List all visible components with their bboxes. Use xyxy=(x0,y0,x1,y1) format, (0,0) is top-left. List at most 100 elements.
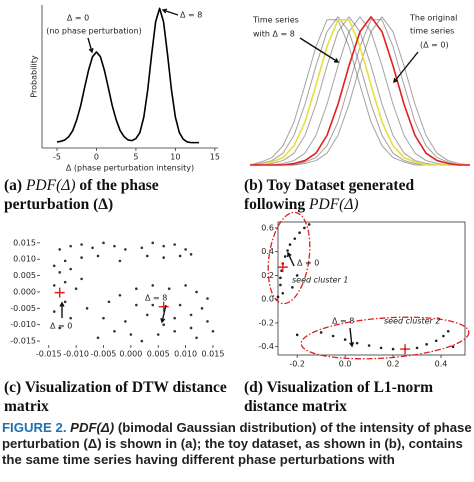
point xyxy=(331,334,335,338)
annotation-arrow xyxy=(87,37,94,54)
x-tick-label: 0.4 xyxy=(435,360,448,369)
point xyxy=(156,333,160,336)
point xyxy=(151,241,155,245)
figure-caption: FIGURE 2. PDF(Δ) (bimodal Gaussian distr… xyxy=(2,420,472,468)
y-tick-label: 0.015 xyxy=(13,238,36,247)
point xyxy=(173,316,176,320)
point xyxy=(129,333,133,336)
y-tick-label: -0.010 xyxy=(10,320,36,329)
point xyxy=(91,246,94,250)
point xyxy=(379,346,383,350)
point xyxy=(283,255,287,258)
caption-math: PDF(Δ) xyxy=(25,177,76,194)
y-tick-label: 0.000 xyxy=(13,287,36,296)
point xyxy=(145,313,149,317)
y-tick-label: 0.010 xyxy=(13,255,36,264)
point xyxy=(162,256,165,259)
point xyxy=(391,347,395,351)
point xyxy=(140,246,144,250)
point xyxy=(295,274,299,277)
point xyxy=(52,284,56,287)
point xyxy=(69,267,72,271)
annotation: Δ = 8 xyxy=(180,11,202,20)
point xyxy=(298,231,301,234)
x-tick-label: -5 xyxy=(53,153,61,162)
annotation-arrow xyxy=(160,304,167,324)
point xyxy=(58,271,62,274)
point xyxy=(162,323,165,327)
point xyxy=(124,320,127,323)
point xyxy=(96,254,100,258)
caption-label: (b) xyxy=(244,177,263,194)
point xyxy=(102,316,105,320)
point xyxy=(80,256,83,259)
annotation: Δ = 8 xyxy=(145,294,167,303)
point xyxy=(118,293,122,297)
point xyxy=(63,300,67,304)
y-axis-label: Probability xyxy=(30,55,39,98)
point xyxy=(63,280,67,284)
caption-text: of the phase perturbation (Δ) xyxy=(4,177,159,213)
annotation: Δ = 0 xyxy=(67,14,89,23)
point xyxy=(140,339,144,343)
point xyxy=(307,223,311,226)
annotation: seed cluster 1 xyxy=(292,276,348,285)
y-tick-label: 0.005 xyxy=(13,271,36,280)
point xyxy=(178,303,182,307)
point xyxy=(80,243,83,246)
point xyxy=(288,243,292,246)
point xyxy=(195,336,198,340)
caption-math: PDF(Δ) xyxy=(309,196,359,213)
series-line xyxy=(250,16,470,166)
point xyxy=(286,249,289,252)
series-line xyxy=(250,19,470,166)
caption-label: (c) xyxy=(4,379,22,396)
caption-text: Visualization of DTW distance matrix xyxy=(4,379,227,415)
point xyxy=(281,291,285,295)
annotation-arrow xyxy=(287,251,295,267)
point xyxy=(446,329,450,333)
point xyxy=(279,276,282,280)
annotation-arrow xyxy=(59,301,65,318)
cluster-ellipse xyxy=(300,316,470,360)
caption-text: (bimodal Gaussian distribution) of the i… xyxy=(2,420,472,467)
point xyxy=(184,284,187,287)
series-line xyxy=(249,16,470,166)
annotation-arrow xyxy=(349,327,355,348)
series-line xyxy=(250,16,470,166)
caption-label: (d) xyxy=(244,379,263,396)
series-line xyxy=(250,16,471,166)
y-tick-label: 0.2 xyxy=(261,271,274,280)
caption-label: (a) xyxy=(4,177,23,194)
y-tick-label: -0.005 xyxy=(10,304,36,313)
point-marker xyxy=(400,344,411,355)
point xyxy=(124,248,127,251)
point xyxy=(415,346,419,350)
subcaption: (a) PDF(Δ) of the phase perturbation (Δ) xyxy=(4,176,240,214)
x-tick-label: 0.015 xyxy=(202,350,225,359)
point xyxy=(107,300,111,304)
annotation: (no phase perturbation) xyxy=(46,27,142,36)
annotation: time series xyxy=(410,27,454,36)
point xyxy=(355,341,359,345)
point xyxy=(200,307,204,310)
point xyxy=(173,329,176,333)
x-tick-label: 0.010 xyxy=(174,350,197,359)
x-tick-label: 0 xyxy=(94,153,99,162)
point xyxy=(293,237,297,240)
annotation: seed cluster 2 xyxy=(384,317,440,326)
annotation: Δ = 0 xyxy=(50,322,72,331)
point xyxy=(206,297,209,300)
point xyxy=(80,277,83,281)
point xyxy=(69,244,72,248)
y-tick-label: -0.2 xyxy=(258,318,274,327)
point xyxy=(63,259,67,263)
series-line xyxy=(250,16,470,166)
annotation-arrow xyxy=(161,8,179,16)
point xyxy=(113,244,116,248)
point xyxy=(145,254,149,258)
point xyxy=(118,259,122,263)
annotation-arrow xyxy=(299,37,340,63)
point xyxy=(85,307,89,310)
